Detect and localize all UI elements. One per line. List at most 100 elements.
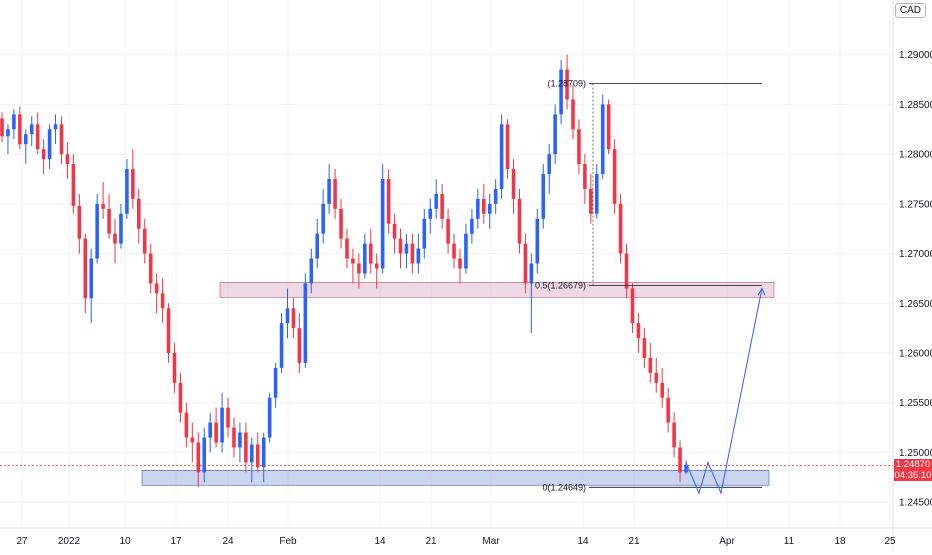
- candle: [6, 124, 10, 155]
- candle-body: [499, 124, 504, 189]
- candle-body: [618, 203, 623, 254]
- candle: [589, 174, 593, 224]
- candle: [137, 188, 141, 244]
- candle-body: [208, 422, 212, 438]
- candle-body: [65, 154, 70, 165]
- candle: [279, 313, 284, 373]
- candle-body: [368, 243, 373, 264]
- candle: [24, 129, 28, 165]
- candle-body: [636, 323, 641, 339]
- candle: [95, 193, 99, 264]
- candle-body: [511, 169, 516, 199]
- candle: [202, 427, 207, 483]
- candle: [666, 387, 670, 433]
- y-tick-label: 1.26500: [899, 299, 932, 310]
- candle-body: [487, 203, 492, 214]
- candle: [77, 193, 82, 254]
- candle-body: [606, 104, 611, 150]
- x-tick-label: 17: [170, 536, 182, 547]
- candle-body: [29, 124, 34, 135]
- candle: [648, 343, 653, 383]
- forecast-path: [685, 287, 766, 495]
- candle: [505, 119, 510, 179]
- candle-body: [244, 432, 248, 463]
- y-tick-label: 1.25000: [899, 448, 932, 459]
- forecast-polyline[interactable]: [685, 288, 763, 495]
- candle: [493, 178, 498, 214]
- candle-body: [107, 208, 111, 234]
- candle: [178, 372, 183, 423]
- x-tick-label: 2022: [58, 536, 81, 547]
- candle-body: [547, 154, 551, 175]
- y-tick-label: 1.24500: [899, 498, 932, 509]
- candle-body: [83, 238, 88, 299]
- candle-body: [600, 104, 605, 175]
- candle-body: [416, 248, 421, 264]
- x-tick-label: Apr: [719, 536, 735, 547]
- candle-body: [309, 258, 314, 284]
- candle-body: [553, 114, 557, 155]
- candle: [166, 303, 171, 363]
- candle: [392, 213, 397, 254]
- candle-body: [214, 422, 218, 443]
- candle: [172, 343, 177, 393]
- candle-body: [190, 437, 195, 443]
- candle-body: [154, 283, 159, 294]
- supply-zone[interactable]: [219, 282, 775, 298]
- candle: [440, 183, 444, 229]
- candle: [541, 164, 546, 229]
- candle: [255, 432, 260, 473]
- candle-body: [481, 198, 486, 214]
- candle: [374, 253, 379, 289]
- candle-body: [59, 124, 64, 155]
- candle: [386, 169, 391, 234]
- candle-body: [291, 308, 296, 329]
- candle: [267, 392, 272, 443]
- candle-body: [398, 238, 403, 254]
- candle-body: [137, 198, 141, 229]
- candle: [571, 84, 575, 140]
- candle: [470, 208, 474, 244]
- candle: [339, 198, 343, 249]
- candle: [83, 233, 88, 314]
- candle: [678, 440, 682, 483]
- candle-body: [529, 263, 534, 284]
- candle-body: [410, 243, 415, 264]
- candle-body: [125, 169, 129, 214]
- candle-body: [53, 124, 58, 130]
- candle: [642, 328, 647, 368]
- candle: [535, 208, 540, 274]
- candle-body: [464, 233, 468, 269]
- candle-body: [505, 124, 510, 170]
- candle-body: [238, 432, 242, 448]
- candle-body: [119, 213, 123, 244]
- candle-body: [131, 169, 135, 199]
- candle: [618, 193, 623, 264]
- candle-body: [577, 129, 581, 165]
- candle: [47, 124, 52, 170]
- candle-body: [297, 328, 302, 363]
- candle-body: [648, 357, 653, 373]
- candle: [131, 149, 135, 209]
- candle: [309, 248, 314, 294]
- candle-body: [422, 218, 427, 249]
- candle: [398, 228, 403, 269]
- demand-zone[interactable]: [141, 470, 770, 486]
- candle-body: [374, 263, 379, 269]
- y-tick-label: 1.25500: [899, 398, 932, 409]
- candle: [404, 233, 409, 269]
- candle-body: [184, 412, 189, 438]
- candles: [0, 54, 688, 488]
- candle-body: [476, 198, 480, 219]
- candle: [630, 283, 635, 334]
- candle-body: [6, 129, 10, 137]
- candle-body: [327, 178, 331, 204]
- candle-body: [273, 367, 278, 398]
- current-price-tag: 1.24870 04:35:10: [894, 459, 932, 482]
- candle-body: [589, 188, 593, 214]
- x-tick-label: 11: [784, 536, 795, 547]
- forecast-arrowhead: [757, 287, 766, 296]
- candle: [18, 106, 22, 150]
- currency-badge[interactable]: CAD: [894, 3, 926, 18]
